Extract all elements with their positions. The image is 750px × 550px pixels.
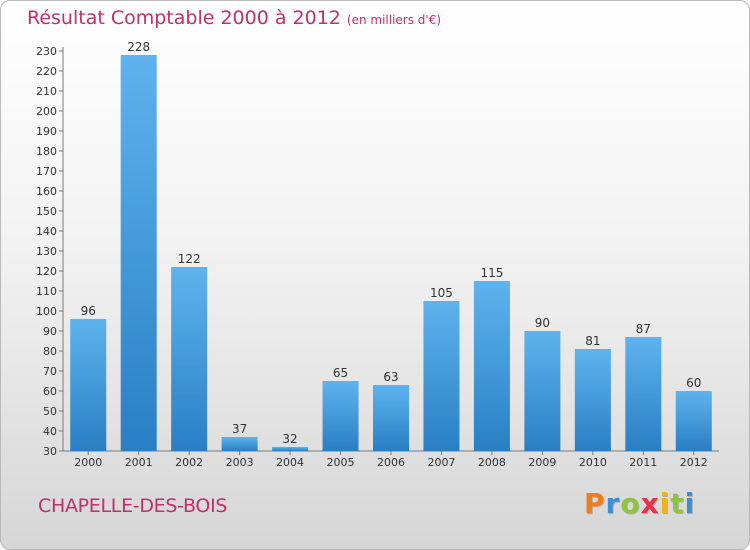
- data-label: 122: [178, 252, 201, 266]
- y-tick-label: 60: [43, 385, 57, 398]
- x-tick-label: 2000: [74, 456, 102, 469]
- x-tick-label: 2003: [226, 456, 254, 469]
- bar: [70, 319, 107, 451]
- x-tick-label: 2002: [175, 456, 203, 469]
- bar: [524, 331, 561, 451]
- y-tick-label: 190: [36, 125, 57, 138]
- x-tick-label: 2001: [125, 456, 153, 469]
- x-tick-label: 2009: [528, 456, 556, 469]
- data-label: 32: [282, 432, 297, 446]
- bar: [171, 267, 208, 451]
- y-tick-label: 70: [43, 365, 57, 378]
- data-label: 87: [636, 322, 651, 336]
- commune-name: CHAPELLE-DES-BOIS: [38, 495, 228, 517]
- bar: [574, 349, 611, 451]
- bar: [272, 447, 309, 451]
- y-tick-label: 30: [43, 445, 57, 458]
- y-tick-label: 40: [43, 425, 57, 438]
- proxiti-logo: Proxiti: [584, 487, 695, 520]
- bar: [373, 385, 409, 451]
- logo-letter: o: [620, 487, 641, 520]
- data-label: 60: [686, 376, 701, 390]
- data-label: 65: [333, 366, 348, 380]
- bar: [473, 281, 510, 451]
- logo-letter: t: [670, 487, 685, 520]
- data-label: 105: [430, 286, 453, 300]
- bar: [675, 391, 712, 451]
- bar: [322, 381, 359, 451]
- logo-letter: x: [640, 487, 660, 520]
- x-tick-label: 2011: [629, 456, 657, 469]
- bar: [423, 301, 460, 451]
- y-tick-label: 100: [36, 305, 57, 318]
- y-tick-label: 50: [43, 405, 57, 418]
- x-tick-label: 2005: [327, 456, 355, 469]
- logo-letter: r: [605, 487, 621, 520]
- x-tick-label: 2007: [427, 456, 455, 469]
- subtitle-text: (en milliers d'€): [346, 13, 442, 27]
- x-tick-label: 2010: [579, 456, 607, 469]
- y-tick-label: 80: [43, 345, 57, 358]
- data-label: 228: [127, 40, 150, 54]
- x-tick-label: 2008: [478, 456, 506, 469]
- y-tick-label: 210: [36, 85, 57, 98]
- y-tick-label: 230: [36, 45, 57, 58]
- data-label: 63: [383, 370, 398, 384]
- x-tick-label: 2004: [276, 456, 304, 469]
- chart-title: Résultat Comptable 2000 à 2012 (en millie…: [27, 7, 441, 29]
- data-label: 81: [585, 334, 600, 348]
- bar: [221, 437, 258, 451]
- y-tick-label: 120: [36, 265, 57, 278]
- y-tick-label: 220: [36, 65, 57, 78]
- y-tick-label: 200: [36, 105, 57, 118]
- logo-letter: i: [659, 487, 671, 520]
- y-tick-label: 140: [36, 225, 57, 238]
- y-tick-label: 150: [36, 205, 57, 218]
- bar: [120, 55, 157, 451]
- y-tick-label: 160: [36, 185, 57, 198]
- data-label: 90: [535, 316, 550, 330]
- logo-letter: i: [684, 487, 696, 520]
- x-tick-label: 2006: [377, 456, 405, 469]
- bar: [625, 337, 662, 451]
- y-tick-label: 110: [36, 285, 57, 298]
- data-label: 115: [480, 266, 503, 280]
- data-label: 96: [81, 304, 96, 318]
- y-tick-label: 90: [43, 325, 57, 338]
- y-tick-label: 170: [36, 165, 57, 178]
- title-text: Résultat Comptable 2000 à 2012: [27, 7, 341, 29]
- data-label: 37: [232, 422, 247, 436]
- y-tick-label: 130: [36, 245, 57, 258]
- x-tick-label: 2012: [680, 456, 708, 469]
- logo-letter: P: [584, 487, 606, 520]
- y-tick-label: 180: [36, 145, 57, 158]
